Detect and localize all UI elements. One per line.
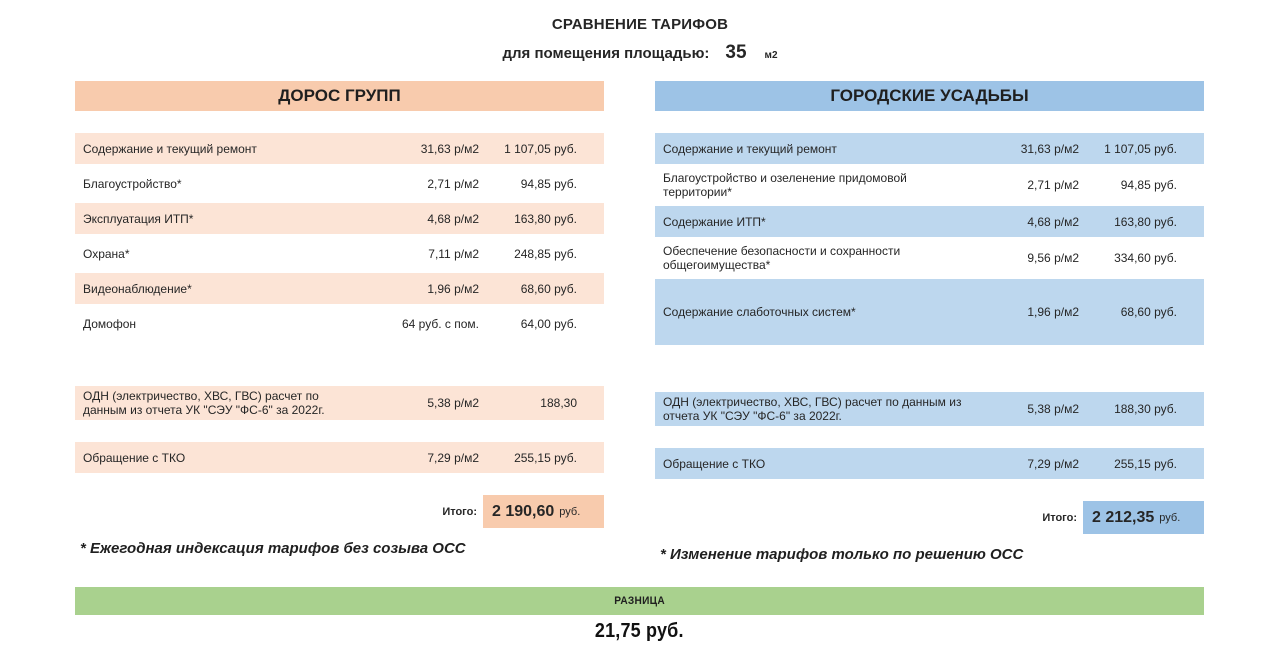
tariff-label: Видеонаблюдение* bbox=[83, 281, 192, 296]
total-label: Итого: bbox=[1042, 511, 1077, 524]
tariff-row: Содержание слаботочных систем* 1,96 р/м2 6… bbox=[655, 279, 1204, 345]
difference-bar: РАЗНИЦА bbox=[75, 587, 1204, 615]
tariff-label: ОДН (электричество, ХВС, ГВС) расчет по … bbox=[83, 389, 325, 417]
area-label: для помещения площадью: bbox=[502, 45, 710, 62]
tariff-rate: 4,68 р/м2 bbox=[427, 211, 479, 226]
area-line: для помещения площадью: 35 м2 bbox=[111, 42, 1169, 64]
tariff-row: Эксплуатация ИТП* 4,68 р/м2 163,80 руб. bbox=[75, 203, 604, 234]
column-gorodskie-usadby: ГОРОДСКИЕ УСАДЬБЫ Содержание и текущий р… bbox=[655, 81, 1204, 563]
tariff-rate: 7,11 р/м2 bbox=[428, 246, 479, 261]
tariff-row: Обеспечение безопасности и сохранности о… bbox=[655, 241, 1204, 275]
tariff-rate: 31,63 р/м2 bbox=[1020, 141, 1079, 156]
tariff-rate: 1,96 р/м2 bbox=[1027, 305, 1079, 319]
tariff-label: ОДН (электричество, ХВС, ГВС) расчет по … bbox=[663, 395, 962, 423]
tariff-row: Обращение с ТКО 7,29 р/м2 255,15 руб. bbox=[75, 442, 604, 473]
tariff-rate: 5,38 р/м2 bbox=[427, 396, 479, 410]
tariff-amount: 188,30 руб. bbox=[1114, 402, 1177, 416]
tariff-label: Эксплуатация ИТП* bbox=[83, 211, 194, 226]
tariff-amount: 163,80 руб. bbox=[514, 211, 577, 226]
total-unit: руб. bbox=[1159, 511, 1181, 524]
tariff-section: ОДН (электричество, ХВС, ГВС) расчет по … bbox=[655, 392, 1204, 426]
tariff-rate: 9,56 р/м2 bbox=[1027, 251, 1079, 265]
tariff-rate: 7,29 р/м2 bbox=[1027, 456, 1079, 471]
tariff-label: Обращение с ТКО bbox=[83, 450, 186, 465]
total-box-right: 2 212,35 руб. bbox=[1083, 501, 1204, 534]
tariff-label: Благоустройство* bbox=[83, 176, 182, 191]
tariff-amount: 94,85 руб. bbox=[520, 176, 577, 191]
footnote-right: * Изменение тарифов только по решению ОС… bbox=[660, 546, 1024, 563]
footnote-left: * Ежегодная индексация тарифов без созыв… bbox=[80, 540, 466, 557]
tariff-rate: 31,63 р/м2 bbox=[420, 141, 479, 156]
title-block: СРАВНЕНИЕ ТАРИФОВ для помещения площадью… bbox=[111, 0, 1169, 64]
total-row-left: Итого: 2 190,60 руб. bbox=[75, 495, 604, 528]
tariff-label: Обращение с ТКО bbox=[663, 456, 766, 471]
tariff-amount: 1 107,05 руб. bbox=[504, 141, 577, 156]
tariff-label: Содержание и текущий ремонт bbox=[663, 141, 837, 156]
column-doros-group: ДОРОС ГРУПП Содержание и текущий ремонт 3… bbox=[75, 81, 604, 563]
tariff-row: Благоустройство* 2,71 р/м2 94,85 руб. bbox=[75, 168, 604, 199]
tariff-rate: 5,38 р/м2 bbox=[1027, 402, 1079, 416]
tariff-label: Благоустройство и озеленение придомовой … bbox=[663, 171, 907, 199]
comparison-columns: ДОРОС ГРУПП Содержание и текущий ремонт 3… bbox=[0, 81, 1280, 563]
tariff-amount: 255,15 руб. bbox=[1114, 456, 1177, 471]
difference-value: 21,75 руб. bbox=[595, 620, 684, 642]
difference-label: РАЗНИЦА bbox=[614, 595, 665, 607]
tariff-section: ОДН (электричество, ХВС, ГВС) расчет по … bbox=[75, 386, 604, 420]
page-title: СРАВНЕНИЕ ТАРИФОВ bbox=[551, 16, 729, 33]
tariff-section: Обращение с ТКО 7,29 р/м2 255,15 руб. bbox=[655, 448, 1204, 479]
tariff-row: Благоустройство и озеленение придомовой … bbox=[655, 168, 1204, 202]
difference-value-row: 21,75 руб. bbox=[75, 620, 1204, 643]
total-unit: руб. bbox=[559, 505, 581, 518]
tariff-amount: 248,85 руб. bbox=[514, 246, 577, 261]
tariff-row: ОДН (электричество, ХВС, ГВС) расчет по … bbox=[655, 392, 1204, 426]
company-header-right: ГОРОДСКИЕ УСАДЬБЫ bbox=[655, 81, 1204, 111]
tariff-row: Видеонаблюдение* 1,96 р/м2 68,60 руб. bbox=[75, 273, 604, 304]
company-header-left: ДОРОС ГРУПП bbox=[75, 81, 604, 111]
tariff-rate: 64 руб. с пом. bbox=[402, 316, 479, 331]
tariff-rate: 2,71 р/м2 bbox=[427, 176, 479, 191]
tariff-amount: 188,30 bbox=[540, 396, 577, 410]
total-row-right: Итого: 2 212,35 руб. bbox=[655, 501, 1204, 534]
tariff-row: Охрана* 7,11 р/м2 248,85 руб. bbox=[75, 238, 604, 269]
tariff-label: Домофон bbox=[83, 316, 137, 331]
total-value: 2 190,60 bbox=[492, 502, 555, 520]
total-value: 2 212,35 bbox=[1092, 508, 1155, 526]
tariff-amount: 1 107,05 руб. bbox=[1104, 141, 1177, 156]
tariff-amount: 334,60 руб. bbox=[1114, 251, 1177, 265]
tariff-amount: 68,60 руб. bbox=[1120, 305, 1177, 319]
tariff-rows-left: Содержание и текущий ремонт 31,63 р/м2 1 1… bbox=[75, 133, 604, 473]
tariff-label: Охрана* bbox=[83, 246, 130, 261]
tariff-rate: 4,68 р/м2 bbox=[1027, 214, 1079, 229]
tariff-amount: 255,15 руб. bbox=[514, 450, 577, 465]
tariff-row: ОДН (электричество, ХВС, ГВС) расчет по … bbox=[75, 386, 604, 420]
total-label: Итого: bbox=[442, 505, 477, 518]
tariff-amount: 68,60 руб. bbox=[520, 281, 577, 296]
tariff-section: Содержание и текущий ремонт 31,63 р/м2 1 1… bbox=[655, 133, 1204, 345]
tariff-section: Содержание и текущий ремонт 31,63 р/м2 1 1… bbox=[75, 133, 604, 339]
tariff-label: Содержание и текущий ремонт bbox=[83, 141, 257, 156]
tariff-row: Содержание и текущий ремонт 31,63 р/м2 1 1… bbox=[655, 133, 1204, 164]
tariff-section: Обращение с ТКО 7,29 р/м2 255,15 руб. bbox=[75, 442, 604, 473]
tariff-amount: 94,85 руб. bbox=[1120, 178, 1177, 192]
tariff-label: Обеспечение безопасности и сохранности о… bbox=[663, 244, 901, 272]
area-value: 35 bbox=[725, 42, 747, 63]
area-unit: м2 bbox=[764, 50, 778, 61]
tariff-row: Содержание ИТП* 4,68 р/м2 163,80 руб. bbox=[655, 206, 1204, 237]
tariff-row: Содержание и текущий ремонт 31,63 р/м2 1 1… bbox=[75, 133, 604, 164]
tariff-label: Содержание слаботочных систем* bbox=[663, 305, 856, 319]
tariff-row: Обращение с ТКО 7,29 р/м2 255,15 руб. bbox=[655, 448, 1204, 479]
total-box-left: 2 190,60 руб. bbox=[483, 495, 604, 528]
tariff-amount: 163,80 руб. bbox=[1114, 214, 1177, 229]
tariff-amount: 64,00 руб. bbox=[520, 316, 577, 331]
tariff-rate: 2,71 р/м2 bbox=[1027, 178, 1079, 192]
tariff-rate: 7,29 р/м2 bbox=[427, 450, 479, 465]
tariff-label: Содержание ИТП* bbox=[663, 214, 766, 229]
tariff-rows-right: Содержание и текущий ремонт 31,63 р/м2 1 1… bbox=[655, 133, 1204, 479]
tariff-rate: 1,96 р/м2 bbox=[427, 281, 479, 296]
tariff-row: Домофон 64 руб. с пом. 64,00 руб. bbox=[75, 308, 604, 339]
